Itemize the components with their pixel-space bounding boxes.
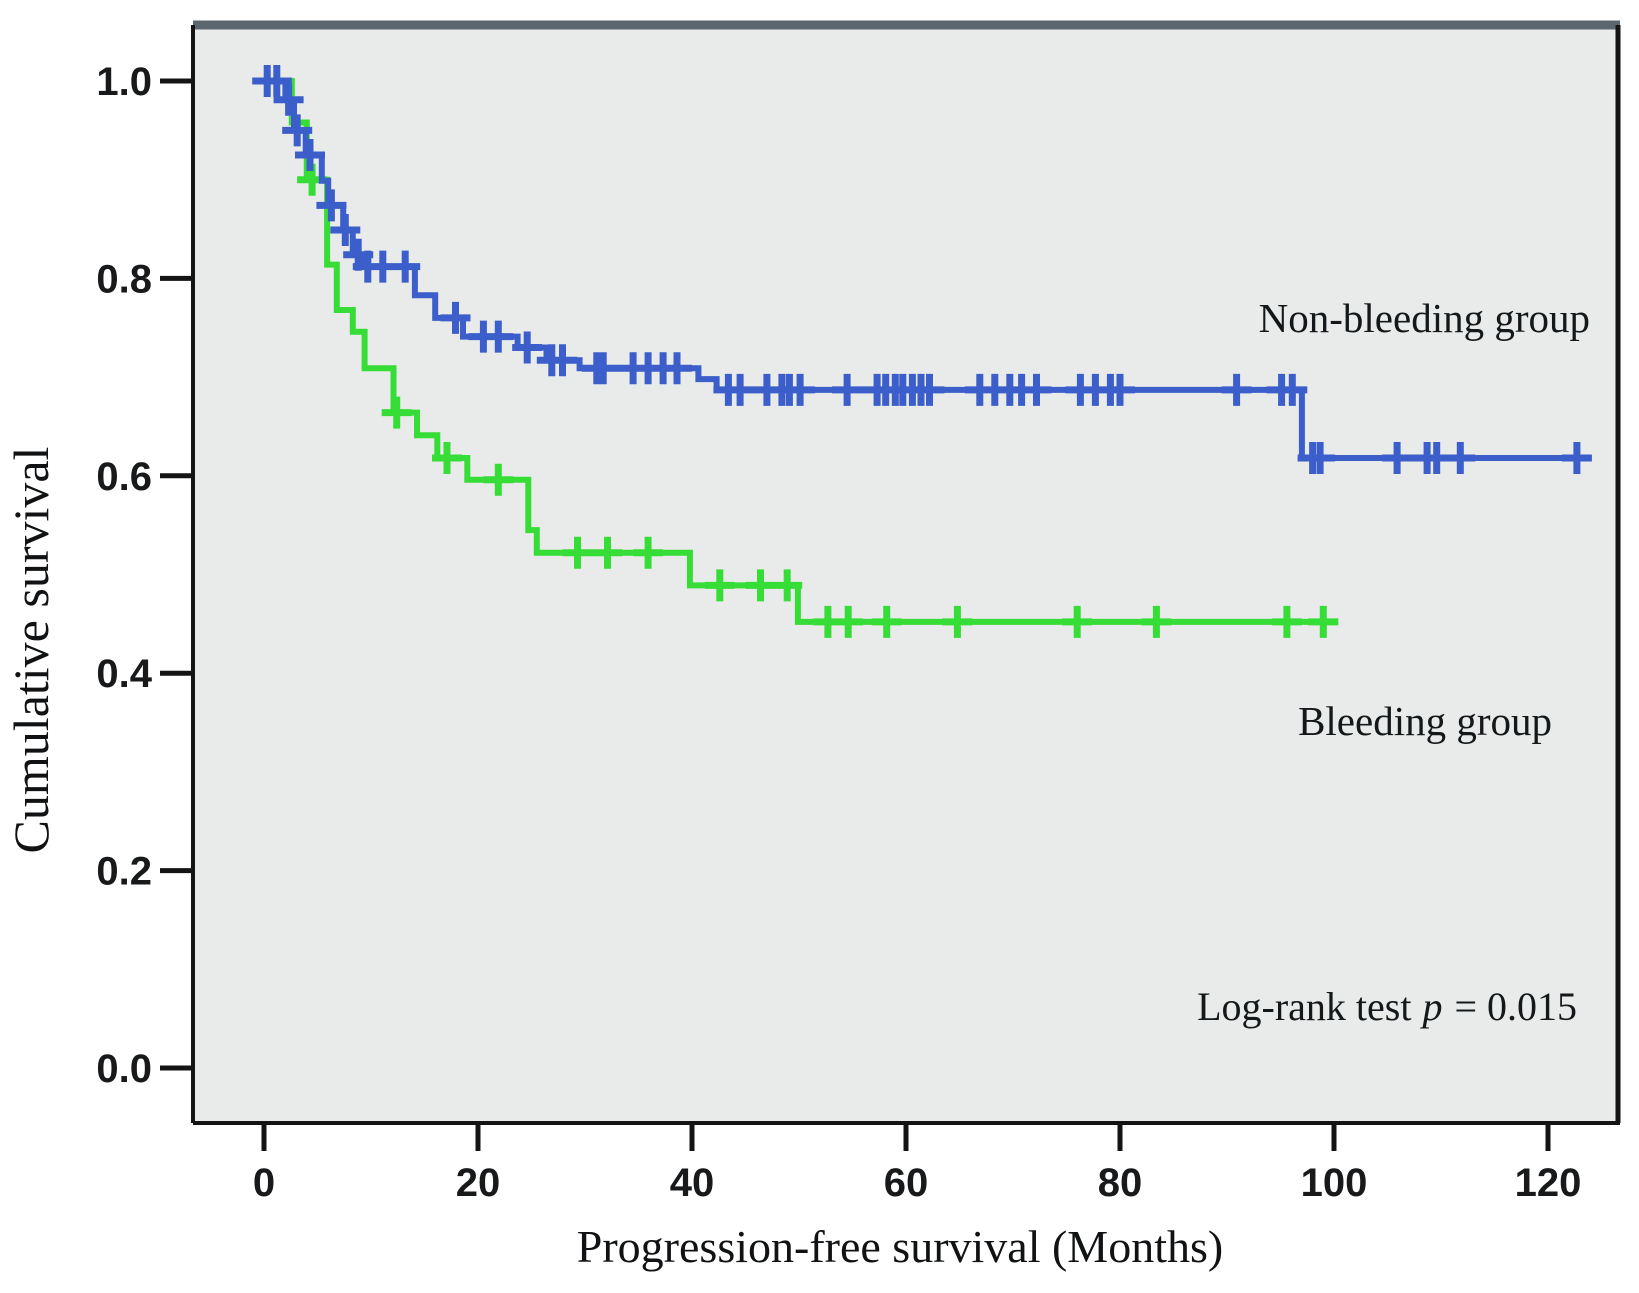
logrank-p-symbol: p <box>1419 984 1442 1029</box>
y-tick-label-0.4: 0.4 <box>96 652 152 696</box>
plot-frame <box>191 20 1621 1125</box>
censor-marks-bleeding <box>297 163 1339 638</box>
censor-marks-non-bleeding <box>252 65 1592 474</box>
curves-layer <box>252 65 1592 638</box>
y-tick-label-0.8: 0.8 <box>96 257 152 301</box>
x-tick-label-0: 0 <box>253 1161 275 1205</box>
survival-curve-non-bleeding <box>264 78 1591 461</box>
x-tick-label-60: 60 <box>884 1161 929 1205</box>
y-tick-label-0.6: 0.6 <box>96 455 152 499</box>
y-tick-label-0.2: 0.2 <box>96 850 152 894</box>
x-tick-label-120: 120 <box>1515 1161 1582 1205</box>
plot-area <box>193 25 1620 1123</box>
tick-labels: 1.0 0.8 0.6 0.4 0.2 0.0 0 20 40 60 80 100 120 <box>96 60 1581 1205</box>
logrank-value: = 0.015 <box>1454 984 1577 1029</box>
x-tick-label-100: 100 <box>1301 1161 1368 1205</box>
label-logrank-test: Log-rank test p = 0.015 <box>1197 984 1577 1029</box>
x-tick-label-80: 80 <box>1098 1161 1143 1205</box>
x-axis-title: Progression-free survival (Months) <box>577 1221 1223 1272</box>
label-bleeding-group: Bleeding group <box>1298 698 1552 744</box>
y-tick-label-1.0: 1.0 <box>96 60 152 104</box>
axis-ticks <box>160 78 1551 1151</box>
y-tick-label-0.0: 0.0 <box>96 1047 152 1091</box>
label-non-bleeding-group: Non-bleeding group <box>1259 295 1590 341</box>
x-tick-label-40: 40 <box>670 1161 715 1205</box>
y-axis-title: Cumulative survival <box>3 447 59 854</box>
x-tick-label-20: 20 <box>456 1161 501 1205</box>
logrank-prefix: Log-rank test <box>1197 984 1411 1029</box>
